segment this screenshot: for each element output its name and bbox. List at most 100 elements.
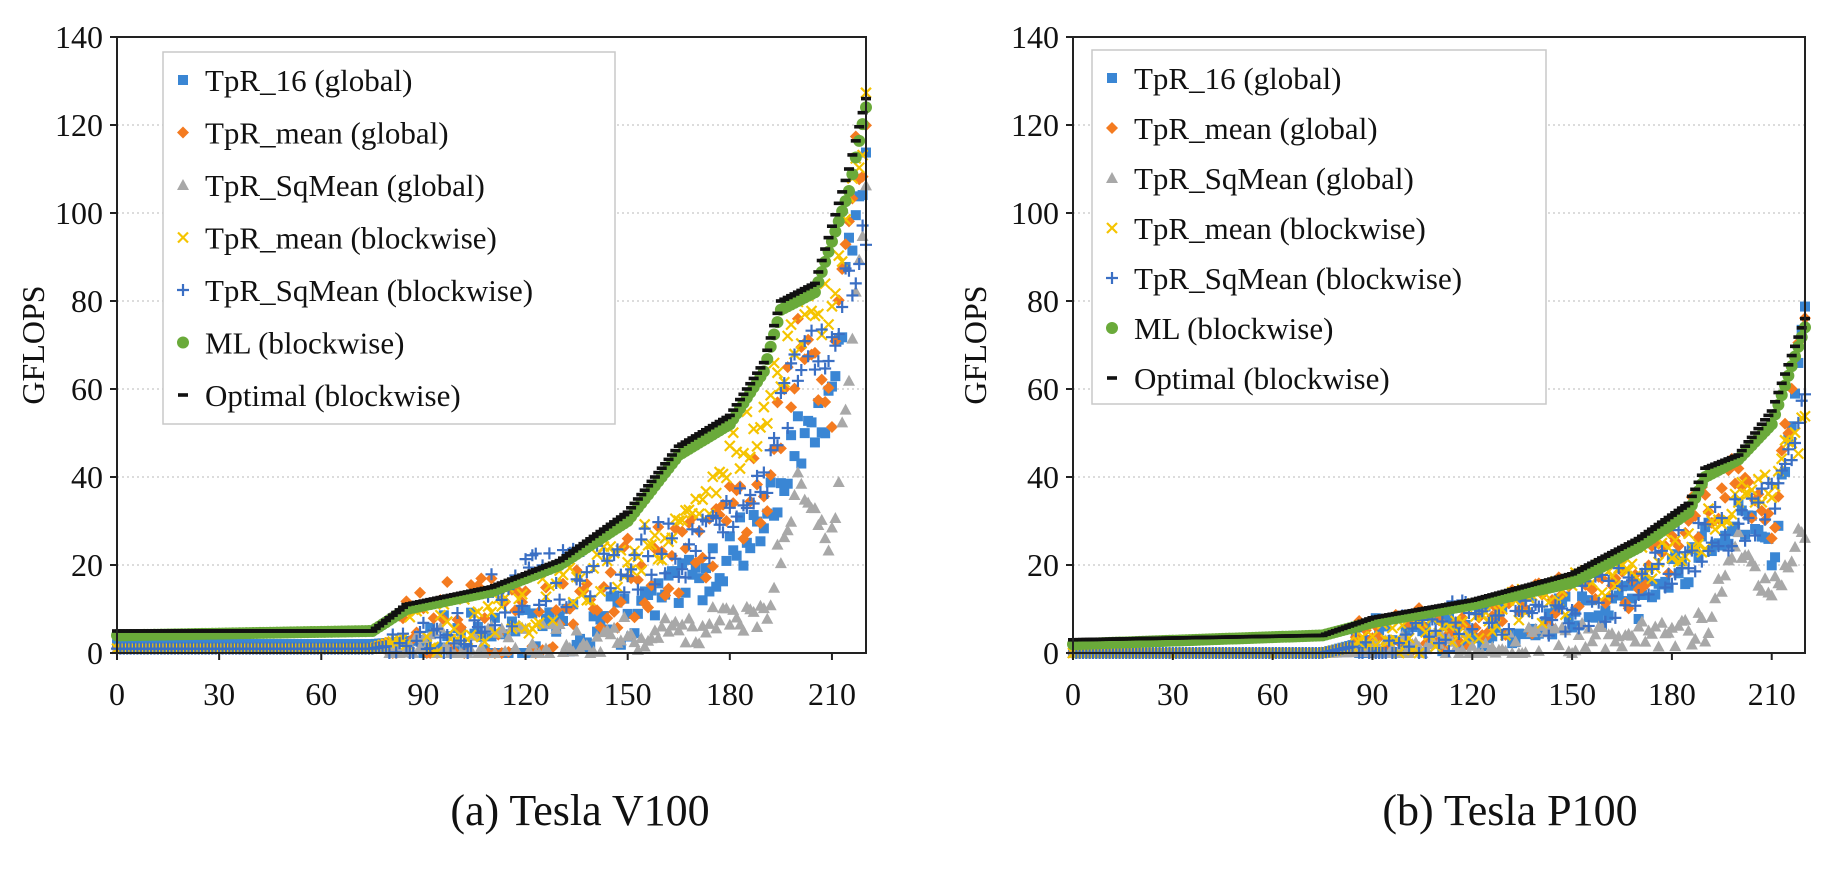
data-point xyxy=(687,569,698,580)
data-point xyxy=(676,618,689,630)
data-point xyxy=(846,168,859,181)
x-tick-label: 120 xyxy=(1448,676,1496,712)
data-point xyxy=(791,466,804,478)
data-point xyxy=(741,387,752,391)
data-point xyxy=(847,245,858,256)
y-axis-label: GFLOPS xyxy=(957,285,993,404)
data-point xyxy=(1666,513,1677,517)
data-point xyxy=(703,552,716,565)
data-point xyxy=(721,415,732,420)
data-point xyxy=(778,377,791,390)
data-point xyxy=(619,593,630,604)
data-point xyxy=(745,543,756,554)
data-point xyxy=(608,621,621,633)
data-point xyxy=(751,440,763,453)
data-point xyxy=(1750,431,1761,435)
data-point xyxy=(636,492,647,497)
data-point xyxy=(798,335,811,348)
x-tick-label: 120 xyxy=(502,676,550,712)
data-point xyxy=(604,566,617,579)
data-point xyxy=(571,546,582,551)
data-point xyxy=(1443,613,1454,624)
data-point xyxy=(622,510,633,514)
data-point xyxy=(857,190,868,201)
data-point xyxy=(557,615,568,626)
data-point xyxy=(1695,611,1708,623)
data-point xyxy=(601,612,614,625)
data-point xyxy=(1746,435,1757,440)
data-point xyxy=(1633,613,1644,624)
data-point xyxy=(622,608,633,619)
data-point xyxy=(643,484,654,488)
data-point xyxy=(825,421,838,434)
data-point xyxy=(1792,416,1805,429)
data-point xyxy=(656,466,667,470)
data-point xyxy=(730,510,743,523)
data-point xyxy=(1582,619,1595,632)
data-point xyxy=(826,300,838,313)
data-point xyxy=(553,618,566,630)
data-point xyxy=(574,574,587,587)
data-point xyxy=(1562,617,1575,630)
data-point xyxy=(785,357,798,370)
data-point xyxy=(669,552,682,565)
data-point xyxy=(700,427,711,432)
y-tick-label: 40 xyxy=(1027,459,1059,495)
data-point xyxy=(1769,521,1782,534)
data-point xyxy=(1557,597,1568,608)
data-point xyxy=(1509,635,1522,647)
x-tick-label: 30 xyxy=(203,676,235,712)
data-point xyxy=(1513,628,1524,639)
data-point xyxy=(1725,540,1738,553)
data-point xyxy=(1789,426,1801,439)
x-tick-label: 30 xyxy=(1157,676,1189,712)
data-point xyxy=(699,515,712,528)
data-point xyxy=(755,366,766,370)
legend-label: TpR_mean (global) xyxy=(1134,111,1378,146)
caption-v100: (a) Tesla V100 xyxy=(450,786,710,835)
data-point xyxy=(815,373,828,386)
data-point xyxy=(1650,589,1661,600)
legend-marker xyxy=(177,336,189,349)
data-point xyxy=(1730,521,1741,532)
data-point xyxy=(1440,621,1451,632)
data-point xyxy=(379,640,392,653)
data-point xyxy=(813,270,824,274)
data-point xyxy=(1732,526,1745,538)
data-point xyxy=(659,612,672,624)
legend-marker xyxy=(1106,122,1118,134)
legend-label: TpR_mean (global) xyxy=(205,116,449,151)
data-point xyxy=(604,628,617,640)
data-point xyxy=(1752,473,1765,485)
data-point xyxy=(570,624,583,636)
data-point xyxy=(628,548,641,561)
data-point xyxy=(847,153,858,157)
data-point xyxy=(1492,609,1505,622)
data-point xyxy=(1539,611,1552,624)
data-point xyxy=(629,501,640,506)
data-point xyxy=(631,573,644,586)
data-point xyxy=(1646,573,1658,585)
data-point xyxy=(1436,615,1449,628)
data-point xyxy=(843,232,854,243)
data-point xyxy=(669,615,682,627)
data-point xyxy=(744,451,757,463)
data-point xyxy=(1626,593,1637,604)
data-point xyxy=(485,568,498,581)
data-point xyxy=(1736,448,1747,453)
data-point xyxy=(1693,552,1704,563)
data-point xyxy=(384,616,395,620)
data-point xyxy=(761,612,774,624)
y-tick-label: 20 xyxy=(1027,547,1059,583)
data-point xyxy=(632,608,643,619)
data-point xyxy=(1433,637,1445,650)
data-point xyxy=(808,502,821,514)
data-point xyxy=(1719,569,1732,581)
data-point xyxy=(638,640,651,652)
data-point xyxy=(1695,555,1708,568)
data-point xyxy=(1546,613,1559,626)
data-point xyxy=(543,547,556,560)
data-point xyxy=(761,505,774,518)
data-point xyxy=(529,547,542,560)
legend-label: TpR_SqMean (blockwise) xyxy=(205,273,533,308)
